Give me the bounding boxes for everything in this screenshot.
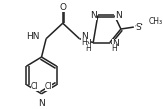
Text: Cl: Cl [45,82,52,91]
Text: HN: HN [26,32,40,41]
Text: Cl: Cl [31,82,38,91]
Text: N: N [85,39,91,48]
Text: N: N [81,32,88,41]
Text: H: H [81,38,87,47]
Text: N: N [115,11,122,20]
Text: S: S [136,23,141,32]
Text: O: O [59,3,66,12]
Text: N: N [90,11,97,20]
Text: H: H [86,44,91,53]
Text: H: H [112,44,117,53]
Text: N: N [112,39,118,48]
Text: CH₃: CH₃ [149,17,163,26]
Text: N: N [38,99,45,108]
